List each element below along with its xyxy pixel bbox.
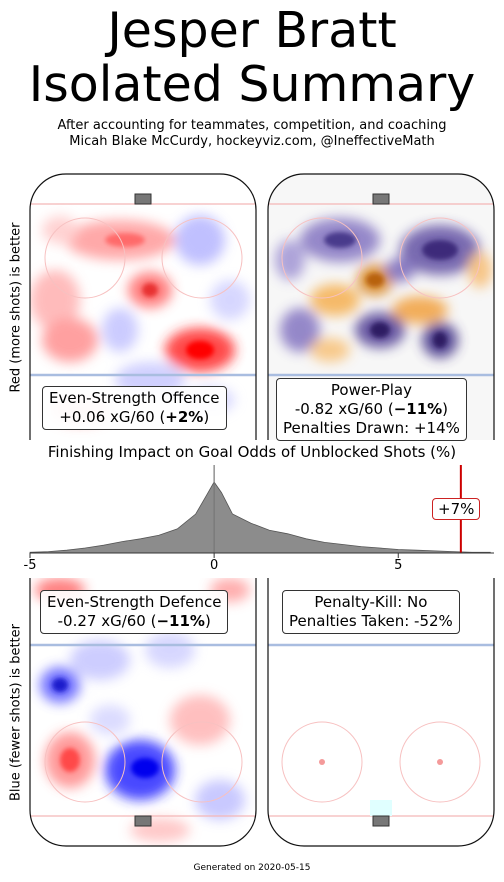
- page-title-line-2: Isolated Summary: [28, 56, 476, 113]
- power-play-value: -0.82 xG/60 (−11%): [294, 400, 449, 418]
- finishing-tick-marks: [29, 553, 399, 558]
- power-play-title: Power-Play: [330, 381, 412, 399]
- ev-offence-box: Even-Strength Offence +0.06 xG/60 (+2%): [42, 386, 227, 430]
- ev-defence-title: Even-Strength Defence: [47, 593, 222, 611]
- ev-offence-value: +0.06 xG/60 (+2%): [59, 408, 210, 426]
- page-title-line-1: Jesper Bratt: [107, 2, 397, 59]
- ev-offence-title: Even-Strength Offence: [49, 389, 220, 407]
- penalty-kill-box: Penalty-Kill: No Penalties Taken: -52%: [282, 590, 460, 634]
- subtitle-line-1: After accounting for teammates, competit…: [57, 118, 447, 133]
- rink-top-right: [267, 173, 495, 440]
- power-play-box: Power-Play -0.82 xG/60 (−11%) Penalties …: [276, 378, 467, 441]
- finishing-tick-label: -5: [23, 558, 37, 573]
- penalty-kill-title: Penalty-Kill: No: [314, 593, 428, 611]
- finishing-tick-label: 5: [394, 558, 403, 573]
- ev-defence-box: Even-Strength Defence -0.27 xG/60 (−11%): [40, 590, 229, 634]
- finishing-density-area: [29, 481, 491, 554]
- ev-defence-value: -0.27 xG/60 (−11%): [57, 612, 211, 630]
- penalties-drawn: Penalties Drawn: +14%: [283, 419, 460, 437]
- finishing-player-value-label: +7%: [432, 498, 481, 520]
- finishing-title: Finishing Impact on Goal Odds of Unblock…: [47, 443, 457, 461]
- rink-bottom-left: [29, 578, 257, 847]
- rink-top-left: [29, 173, 257, 440]
- subtitle-line-2: Micah Blake McCurdy, hockeyviz.com, @Ine…: [69, 134, 435, 149]
- footer-generated: Generated on 2020-05-15: [193, 863, 311, 873]
- penalties-taken: Penalties Taken: -52%: [289, 612, 453, 630]
- finishing-plot: [29, 465, 494, 558]
- finishing-tick-label: 0: [209, 558, 219, 573]
